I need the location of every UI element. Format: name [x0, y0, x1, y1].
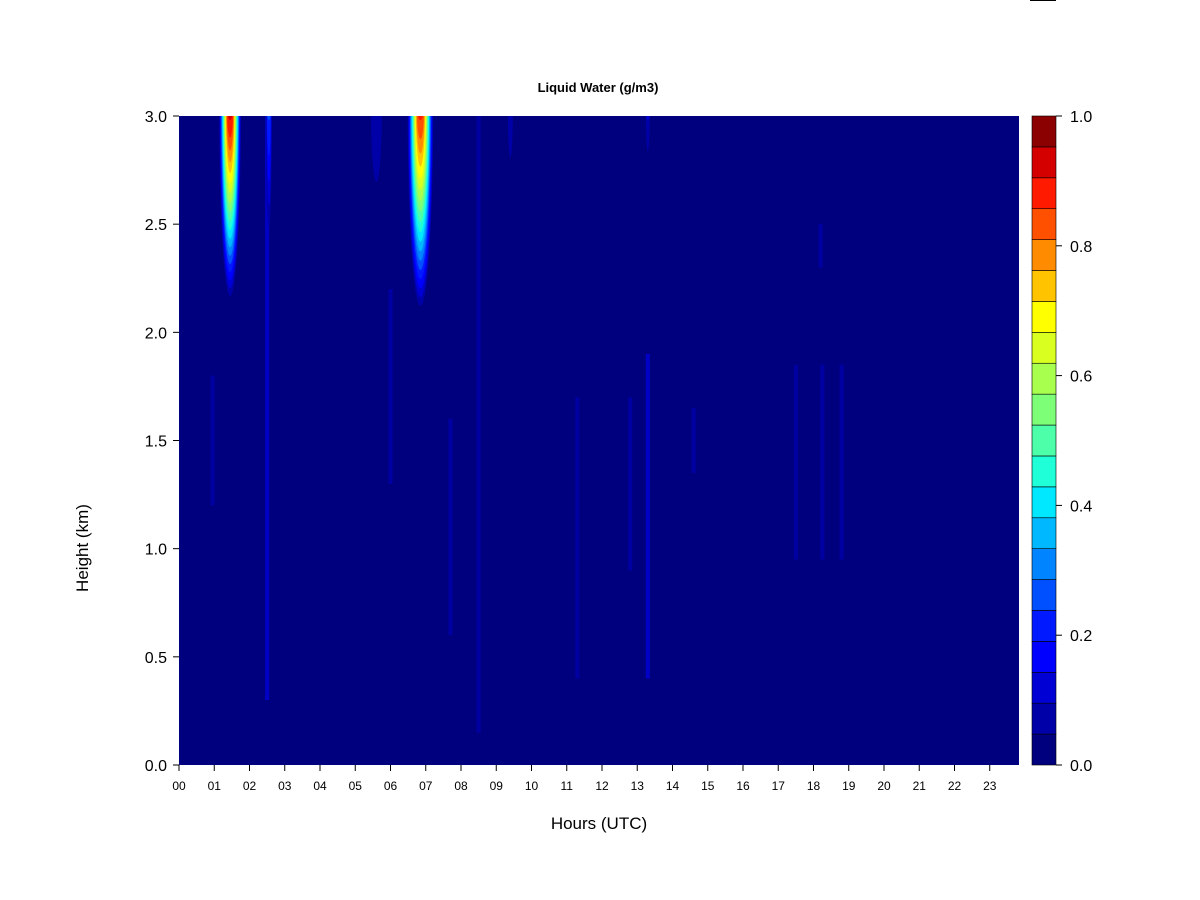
x-axis: 00 01 02 03 04 05 06 07 08 09 10 11 12 13 14 15 16 17 18 19…	[172, 765, 997, 793]
y-tick-label: 1.5	[145, 434, 167, 451]
colorbar-level	[1031, 610, 1057, 642]
streak-1	[265, 116, 270, 701]
streak-10	[820, 364, 825, 560]
feature-2-level-17	[417, 116, 424, 140]
y-tick-label: 2.0	[145, 325, 167, 342]
colorbar-tick-label: 0.2	[1070, 628, 1092, 645]
x-tick-label: 08	[454, 779, 468, 793]
colorbar-level	[1031, 548, 1057, 580]
feature-1-level-5	[267, 116, 271, 120]
feature-3-level-1	[370, 116, 382, 183]
x-tick-label: 14	[666, 779, 680, 793]
x-tick-label: 23	[983, 779, 997, 793]
x-tick-label: 20	[877, 779, 891, 793]
streak-0	[210, 375, 215, 506]
y-tick-label: 3.0	[145, 109, 167, 126]
colorbar-tick-label: 1.0	[1070, 109, 1092, 126]
feature-5-level-1	[645, 116, 650, 152]
colorbar-level	[1031, 270, 1057, 302]
x-tick-label: 12	[595, 779, 609, 793]
x-tick-label: 19	[842, 779, 856, 793]
colorbar-axis: 0.0 0.2 0.4 0.6 0.8 1.0	[1056, 109, 1092, 775]
x-tick-label: 16	[736, 779, 750, 793]
x-tick-label: 11	[561, 779, 574, 793]
colorbar-level	[1031, 301, 1057, 333]
colorbar-level	[1031, 115, 1057, 148]
streak-11	[839, 364, 844, 560]
y-tick-label: 0.0	[145, 758, 167, 775]
streak-2	[388, 289, 393, 484]
x-tick-label: 13	[631, 779, 645, 793]
colorbar-level	[1031, 641, 1057, 673]
feature-1-level-4	[266, 116, 271, 156]
x-tick-label: 01	[208, 779, 222, 793]
plot-background	[179, 116, 1019, 765]
colorbar-level	[1031, 146, 1057, 179]
y-axis-label: Height (km)	[73, 504, 92, 592]
x-tick-label: 10	[525, 779, 539, 793]
x-tick-label: 05	[349, 779, 363, 793]
x-tick-label: 02	[243, 779, 257, 793]
feature-3-level-2	[374, 116, 378, 120]
streak-3	[448, 418, 453, 636]
streak-8	[691, 408, 696, 473]
x-tick-label: 07	[419, 779, 433, 793]
colorbar-tick-label: 0.6	[1070, 369, 1092, 386]
colorbar-level	[1031, 579, 1057, 611]
colorbar-level	[1031, 239, 1057, 271]
colorbar-level	[1031, 486, 1057, 519]
corner-mark	[1030, 0, 1056, 1]
chart-title: Liquid Water (g/m3)	[538, 80, 659, 95]
streak-12	[818, 224, 823, 268]
feature-0-level-19	[228, 116, 233, 120]
feature-5-level-2	[646, 116, 650, 120]
x-tick-label: 03	[278, 779, 292, 793]
x-tick-label: 04	[313, 779, 327, 793]
liquid-water-field	[210, 116, 844, 733]
colorbar-level	[1031, 362, 1057, 395]
feature-4-level-1	[507, 116, 513, 158]
colorbar-level	[1031, 517, 1057, 549]
x-tick-label: 18	[807, 779, 821, 793]
feature-0-level-17	[226, 116, 234, 151]
colorbar-tick-label: 0.8	[1070, 239, 1092, 256]
colorbar-level	[1031, 424, 1057, 457]
x-tick-label: 09	[490, 779, 504, 793]
colorbar	[1031, 115, 1057, 766]
colorbar-level	[1031, 733, 1057, 766]
plot-area	[179, 116, 1019, 765]
x-tick-label: 17	[772, 779, 786, 793]
colorbar-level	[1031, 332, 1057, 364]
colorbar-level	[1031, 393, 1057, 426]
streak-5	[575, 397, 580, 679]
colorbar-tick-label: 0.0	[1070, 758, 1092, 775]
colorbar-level	[1031, 702, 1057, 735]
x-tick-label: 22	[948, 779, 962, 793]
streak-4	[476, 116, 481, 733]
streak-6	[628, 397, 633, 571]
feature-0-level-18	[227, 116, 233, 138]
x-tick-label: 06	[384, 779, 398, 793]
y-tick-label: 1.0	[145, 542, 167, 559]
x-axis-label: Hours (UTC)	[551, 814, 647, 833]
feature-4-level-2	[508, 116, 512, 120]
y-tick-label: 0.5	[145, 650, 167, 667]
streak-9	[793, 364, 798, 560]
feature-1-level-3	[266, 116, 271, 183]
feature-2-level-16	[416, 116, 425, 154]
colorbar-level	[1031, 671, 1057, 704]
x-tick-label: 21	[913, 779, 927, 793]
x-tick-label: 15	[701, 779, 715, 793]
colorbar-level	[1031, 177, 1057, 210]
streak-7	[645, 353, 650, 679]
y-axis: 0.0 0.5 1.0 1.5 2.0 2.5 3.0	[145, 109, 179, 775]
feature-2-level-18	[418, 116, 423, 120]
colorbar-level	[1031, 208, 1057, 240]
x-tick-label: 00	[172, 779, 186, 793]
y-tick-label: 2.5	[145, 217, 167, 234]
colorbar-tick-label: 0.4	[1070, 498, 1092, 515]
colorbar-level	[1031, 455, 1057, 488]
